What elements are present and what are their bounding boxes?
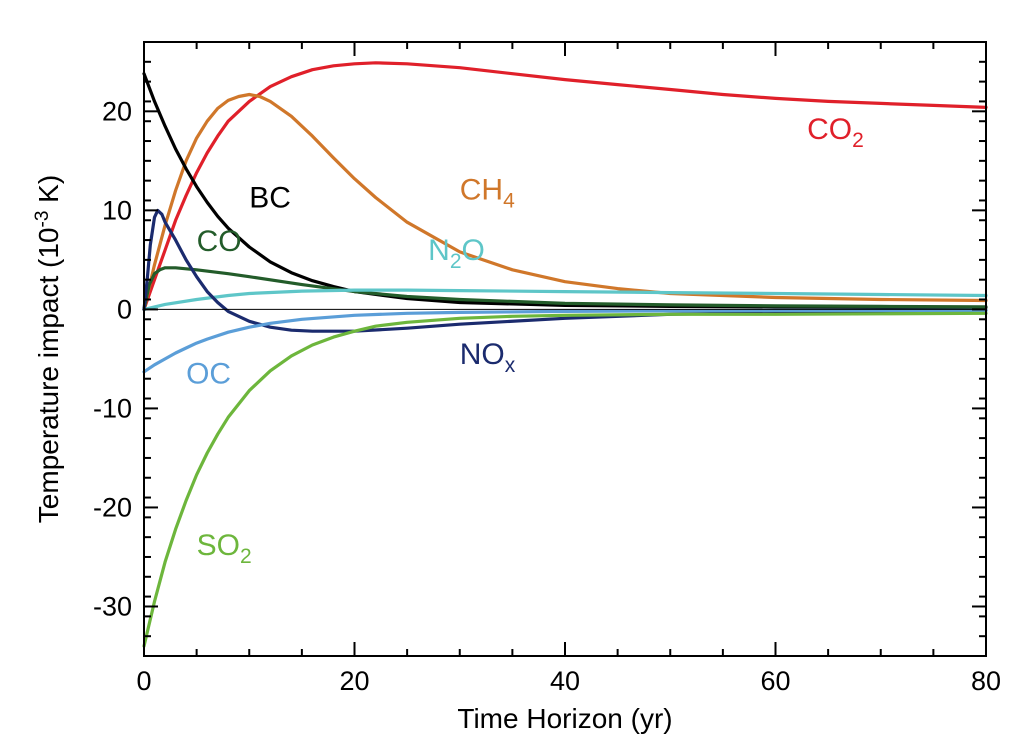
x-tick-label: 40 [550, 666, 580, 696]
series-line-n2o [142, 288, 988, 311]
y-tick-label: -30 [93, 591, 132, 621]
series-label-bc: BC [249, 181, 291, 214]
y-tick-label: 10 [102, 195, 132, 225]
y-axis-title-tail: K) [33, 175, 64, 211]
series-label-ch4: CH4 [460, 173, 515, 212]
series-line-bc [142, 72, 988, 309]
series-label-nox: NOx [460, 338, 516, 377]
series-label-co2: CO2 [807, 113, 864, 152]
y-tick-label: 20 [102, 96, 132, 126]
series-label-n2o: N2O [428, 234, 485, 273]
x-tick-label: 80 [971, 666, 1001, 696]
series-label-so2: SO2 [197, 529, 252, 568]
series-line-oc [142, 308, 988, 374]
y-tick-label: -10 [93, 393, 132, 423]
series-line-co2 [142, 61, 988, 311]
series-label-oc: OC [186, 358, 231, 391]
y-axis-title-main: Temperature impact (10 [33, 228, 64, 524]
y-axis-title-sup: -3 [32, 211, 53, 228]
x-axis-title: Time Horizon (yr) [457, 703, 672, 734]
x-tick-label: 60 [760, 666, 790, 696]
x-tick-label: 20 [339, 666, 369, 696]
axis-ticks [143, 42, 987, 657]
y-axis-title: Temperature impact (10-3 K) [32, 175, 64, 523]
x-tick-label: 0 [136, 666, 151, 696]
y-tick-label: -20 [93, 492, 132, 522]
series-label-co: CO [197, 225, 242, 258]
y-tick-label: 0 [117, 294, 132, 324]
series-line-so2 [142, 311, 988, 648]
series-line-co [142, 266, 988, 311]
tick-labels: 0 20 40 60 80 -30 -20 -10 0 10 20 [93, 96, 1001, 696]
